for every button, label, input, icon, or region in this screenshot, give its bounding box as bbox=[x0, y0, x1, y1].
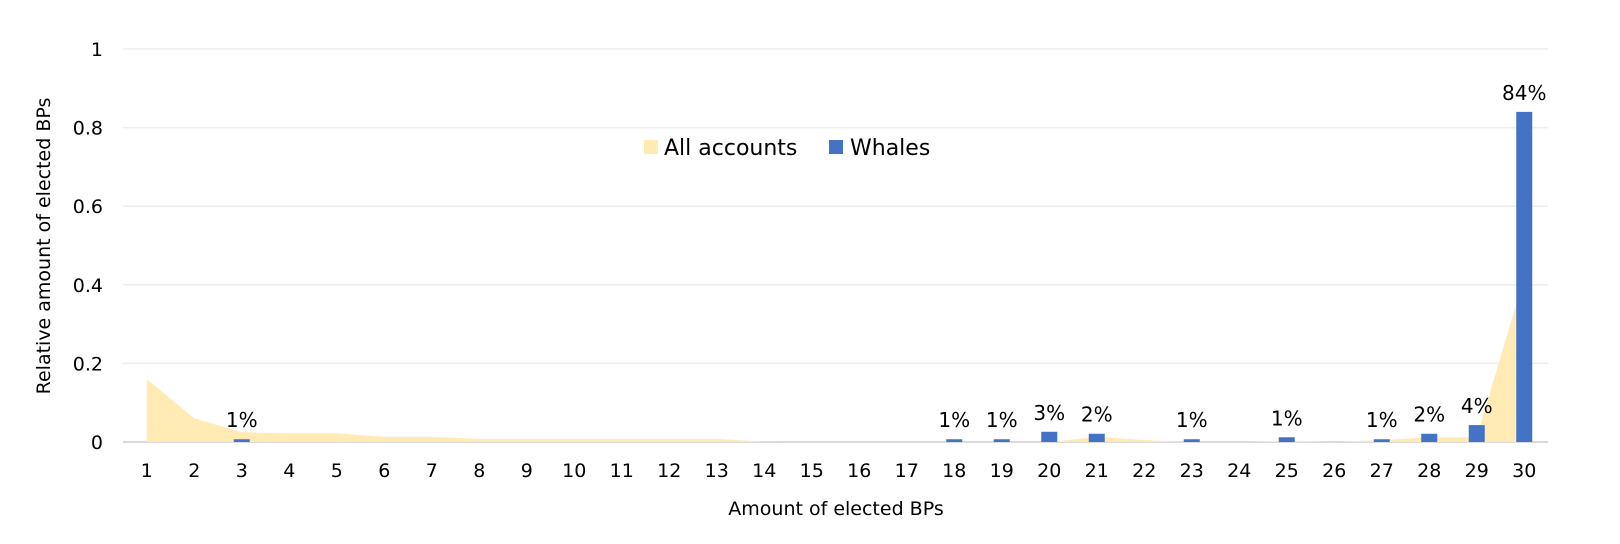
data-label: 1% bbox=[986, 408, 1018, 432]
bar-whales bbox=[946, 439, 963, 442]
data-label: 1% bbox=[938, 408, 970, 432]
all-accounts-area-series bbox=[146, 276, 1525, 442]
legend-swatch-whales bbox=[829, 140, 843, 154]
legend: All accounts Whales bbox=[644, 136, 930, 161]
y-tick-label: 1 bbox=[91, 39, 103, 61]
x-tick-label: 15 bbox=[800, 460, 824, 482]
bar-whales bbox=[1278, 437, 1295, 442]
x-tick-label: 2 bbox=[188, 460, 200, 482]
x-tick-label: 26 bbox=[1322, 460, 1346, 482]
data-label: 1% bbox=[1366, 408, 1398, 432]
y-tick-label: 0.8 bbox=[73, 118, 103, 140]
x-tick-label: 21 bbox=[1085, 460, 1109, 482]
x-tick-label: 25 bbox=[1275, 460, 1299, 482]
legend-label-all-accounts: All accounts bbox=[664, 136, 797, 161]
bar-whales bbox=[1041, 431, 1058, 442]
data-labels: 1% 1% 1% 3% 2% 1% 1% 1% 2% 4% 84% bbox=[226, 81, 1547, 432]
bar-whales bbox=[1516, 111, 1533, 442]
x-tick-label: 6 bbox=[378, 460, 390, 482]
x-tick-label: 1 bbox=[141, 460, 153, 482]
whales-bar-series bbox=[233, 111, 1533, 442]
x-axis-title: Amount of elected BPs bbox=[728, 498, 943, 520]
x-tick-label: 10 bbox=[562, 460, 586, 482]
data-label: 1% bbox=[1271, 406, 1303, 430]
x-tick-label: 14 bbox=[752, 460, 776, 482]
x-tick-label: 13 bbox=[705, 460, 729, 482]
bar-whales bbox=[1468, 425, 1485, 442]
x-tick-label: 16 bbox=[847, 460, 871, 482]
x-tick-label: 7 bbox=[426, 460, 438, 482]
bar-whales bbox=[1088, 433, 1105, 442]
legend-label-whales: Whales bbox=[850, 136, 930, 161]
x-tick-label: 22 bbox=[1132, 460, 1156, 482]
data-label: 4% bbox=[1461, 394, 1493, 418]
y-tick-label: 0.4 bbox=[73, 275, 103, 297]
x-tick-label: 30 bbox=[1512, 460, 1536, 482]
data-label: 2% bbox=[1413, 403, 1445, 427]
x-tick-label: 28 bbox=[1417, 460, 1441, 482]
data-label: 2% bbox=[1081, 403, 1113, 427]
x-tick-label: 5 bbox=[331, 460, 343, 482]
x-tick-label: 8 bbox=[473, 460, 485, 482]
bar-whales bbox=[1183, 439, 1200, 442]
x-tick-label: 20 bbox=[1037, 460, 1061, 482]
y-tick-label: 0.2 bbox=[73, 353, 103, 375]
x-tick-label: 29 bbox=[1465, 460, 1489, 482]
data-label: 84% bbox=[1502, 81, 1546, 105]
x-tick-label: 18 bbox=[942, 460, 966, 482]
x-tick-label: 24 bbox=[1227, 460, 1251, 482]
bar-whales bbox=[1421, 433, 1438, 442]
y-axis-title: Relative amount of elected BPs bbox=[33, 98, 55, 395]
x-tick-label: 27 bbox=[1370, 460, 1394, 482]
x-tick-label: 4 bbox=[283, 460, 295, 482]
x-tick-label: 23 bbox=[1180, 460, 1204, 482]
bar-whales bbox=[993, 439, 1010, 442]
x-tick-label: 9 bbox=[521, 460, 533, 482]
area-all-accounts bbox=[146, 276, 1525, 442]
y-axis-ticks: 0 0.2 0.4 0.6 0.8 1 bbox=[73, 39, 103, 454]
data-label: 1% bbox=[226, 408, 258, 432]
x-tick-label: 3 bbox=[236, 460, 248, 482]
y-tick-label: 0.6 bbox=[73, 196, 103, 218]
gridlines bbox=[123, 48, 1548, 443]
data-label: 3% bbox=[1033, 401, 1065, 425]
x-tick-label: 11 bbox=[610, 460, 634, 482]
x-axis-ticks: 1 2 3 4 5 6 7 8 9 10 11 12 13 14 15 16 17 18 19 20 21 22 23 24 2… bbox=[141, 460, 1537, 482]
legend-swatch-all-accounts bbox=[644, 140, 658, 154]
x-tick-label: 19 bbox=[990, 460, 1014, 482]
y-tick-label: 0 bbox=[91, 432, 103, 454]
data-label: 1% bbox=[1176, 408, 1208, 432]
bar-whales bbox=[233, 439, 250, 442]
x-tick-label: 17 bbox=[895, 460, 919, 482]
bar-whales bbox=[1373, 439, 1390, 442]
x-tick-label: 12 bbox=[657, 460, 681, 482]
